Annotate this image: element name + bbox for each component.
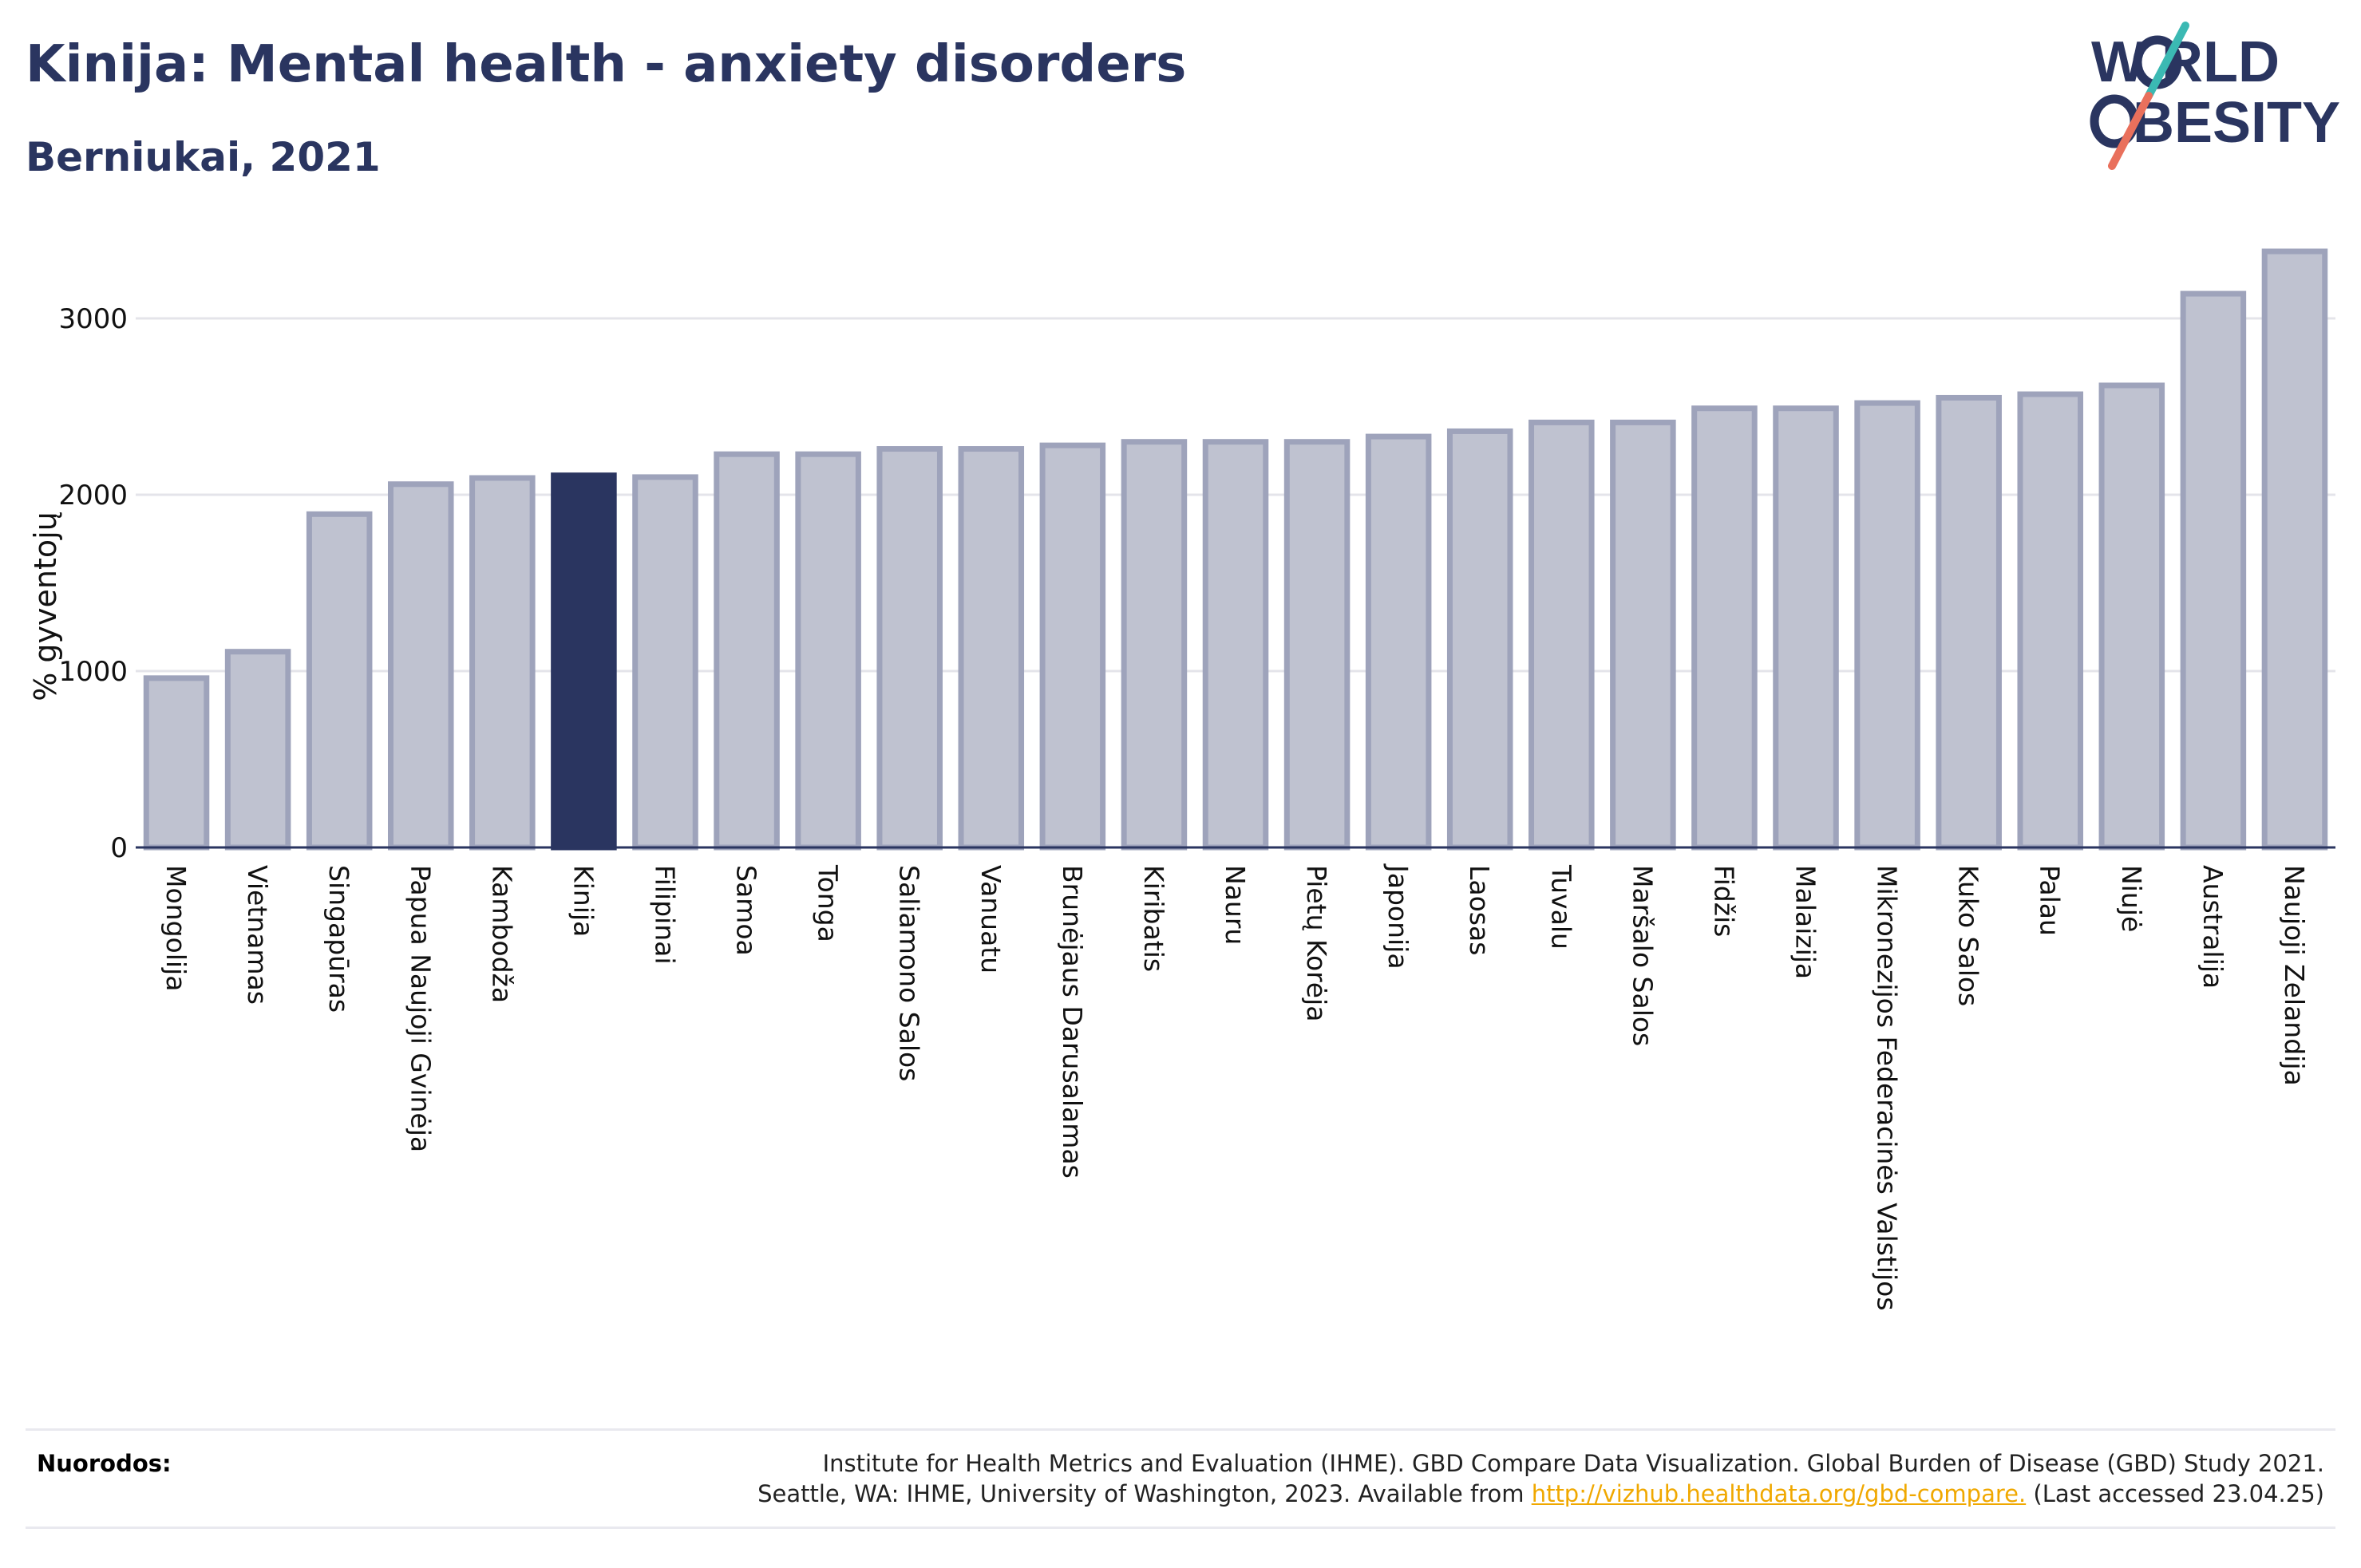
bar-saliamono-salos [876, 446, 943, 851]
bar-kiribatis [1121, 439, 1188, 851]
x-tick-label: Mongolija [160, 865, 192, 991]
x-tick-label: Kinija [568, 865, 599, 937]
bar-kuko-salos [1936, 394, 2002, 851]
bar-kinija [551, 472, 617, 851]
y-tick-label: 2000 [58, 480, 128, 511]
bar-mongolija [143, 675, 210, 851]
x-tick-label: Laosas [1464, 865, 1495, 955]
x-tick-label: Naujoji Zelandija [2279, 865, 2310, 1086]
world-obesity-logo: W RLD BESITY [2090, 22, 2340, 170]
x-tick-label: Nauru [1220, 865, 1251, 945]
logo-slash-bottom [2108, 92, 2153, 170]
y-tick-label: 0 [110, 832, 128, 864]
y-axis-label: % gyventojų [28, 511, 63, 701]
bar-singapūras [306, 511, 373, 851]
bar-papua-naujoji-gvinėja [387, 481, 454, 851]
bar-maršalo-salos [1610, 419, 1676, 851]
bar-fidžis [1691, 405, 1758, 851]
x-tick-label: Mikronezijos Federacinės Valstijos [1872, 865, 1903, 1311]
x-tick-label: Pietų Korėja [1301, 865, 1332, 1021]
bar-naujoji-zelandija [2261, 248, 2328, 851]
y-tick-label: 1000 [58, 656, 128, 688]
bar-chart: 0 1000 2000 3000 Mongolija Vietnamas Singapūr… [28, 248, 2335, 1311]
bar-vanuatu [958, 446, 1025, 851]
chart-subtitle: Berniukai, 2021 [26, 134, 381, 180]
x-tick-label: Tonga [813, 864, 844, 942]
x-tick-label: Australija [2197, 865, 2229, 989]
reference-link[interactable]: http://vizhub.healthdata.org/gbd-compare… [1531, 1480, 2027, 1507]
x-tick-label: Filipinai [649, 865, 680, 965]
x-tick-label: Niujė [2116, 865, 2147, 932]
x-tick-label: Kiribatis [1138, 865, 1169, 972]
chart-title: Kinija: Mental health - anxiety disorder… [26, 35, 1187, 94]
reference-line-2: Seattle, WA: IHME, University of Washing… [757, 1480, 1532, 1507]
reference-line-2-end: (Last accessed 23.04.25) [2026, 1480, 2324, 1507]
bar-palau [2017, 391, 2084, 851]
x-tick-label: Kambodža [486, 865, 517, 1003]
reference-line-1: Institute for Health Metrics and Evaluat… [822, 1450, 2324, 1477]
x-tick-label: Vanuatu [975, 865, 1006, 974]
x-tick-label: Papua Naujoji Gvinėja [405, 865, 436, 1152]
references-label: Nuorodos: [37, 1450, 172, 1477]
logo-line1: W RLD [2091, 30, 2280, 94]
bar-kambodža [469, 475, 536, 851]
bar-brunėjaus-darusalamas [1039, 442, 1106, 851]
x-tick-label: Vietnamas [242, 865, 273, 1005]
bar-australija [2180, 290, 2247, 851]
y-tick-labels: 0 1000 2000 3000 [58, 303, 128, 864]
logo-slash-top [2145, 22, 2189, 100]
x-tick-label: Maršalo Salos [1627, 865, 1658, 1046]
bar-mikronezijos-federacinės-valstijos [1854, 400, 1920, 851]
x-tick-label: Kuko Salos [1953, 865, 1984, 1006]
bar-pietų-korėja [1283, 439, 1351, 851]
bar-samoa [714, 451, 780, 851]
x-tick-label: Brunėjaus Darusalamas [1057, 865, 1088, 1179]
logo-line2: BESITY [2133, 91, 2340, 155]
x-tick-label: Japonija [1382, 863, 1414, 970]
bar-tuvalu [1529, 419, 1595, 851]
references-footer: Nuorodos: Institute for Health Metrics a… [26, 1428, 2335, 1529]
bar-tonga [795, 451, 861, 851]
references-text: Institute for Health Metrics and Evaluat… [757, 1448, 2324, 1509]
y-tick-label: 3000 [58, 303, 128, 335]
bar-nauru [1202, 439, 1269, 851]
x-tick-label: Samoa [731, 865, 762, 956]
bar-japonija [1365, 433, 1432, 851]
x-tick-label: Singapūras [323, 865, 354, 1013]
x-tick-label: Malaizija [1790, 865, 1821, 979]
bar-malaizija [1773, 405, 1839, 851]
x-tick-label: Tuvalu [1545, 864, 1576, 950]
bar-vietnamas [224, 649, 291, 851]
x-tick-labels: Mongolija Vietnamas Singapūras Papua Naujoj… [160, 863, 2310, 1311]
x-tick-label: Saliamono Salos [894, 865, 925, 1081]
x-tick-label: Palau [2035, 865, 2066, 936]
bar-laosas [1446, 428, 1513, 851]
bar-filipinai [632, 474, 698, 851]
bar-niujė [2098, 382, 2165, 851]
x-tick-label: Fidžis [1708, 865, 1739, 937]
bars [136, 248, 2335, 851]
